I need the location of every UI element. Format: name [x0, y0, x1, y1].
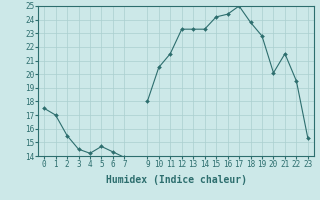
- X-axis label: Humidex (Indice chaleur): Humidex (Indice chaleur): [106, 175, 246, 185]
